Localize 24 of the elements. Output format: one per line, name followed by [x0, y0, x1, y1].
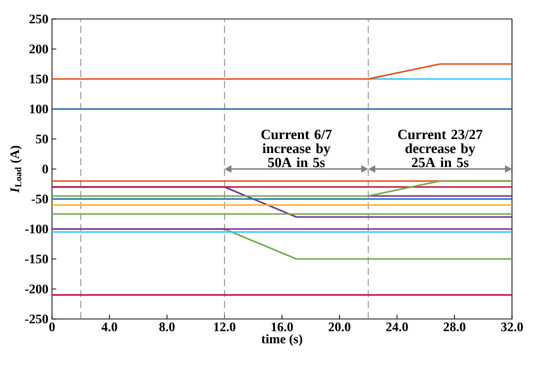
y-tick-label: 100: [30, 104, 48, 114]
x-tick-label: 8.0: [159, 322, 175, 332]
y-tick-label: -50: [32, 194, 48, 204]
y-axis-title: I$_{Load}$ (A): [10, 146, 22, 193]
x-axis-title: time (s): [261, 334, 302, 346]
y-tick-label: -150: [25, 254, 48, 264]
x-tick-label: 32.0: [501, 322, 523, 332]
y-tick-label: 50: [36, 134, 48, 144]
annotation: Current 23/27 decrease by 25A in 5s: [398, 130, 482, 168]
y-tick-label: 250: [30, 14, 48, 24]
x-tick-label: 24.0: [386, 322, 408, 332]
y-tick-label: 150: [30, 74, 48, 84]
y-tick-label: -250: [25, 314, 48, 324]
annotation: Current 6/7 increase by 50A in 5s: [261, 130, 332, 168]
x-tick-label: 12.0: [214, 322, 236, 332]
x-tick-label: 0: [49, 322, 55, 332]
y-tick-label: -200: [25, 284, 48, 294]
x-tick-label: 16.0: [272, 322, 293, 332]
y-tick-label: 200: [30, 44, 48, 54]
y-tick-label: -100: [25, 224, 48, 234]
x-tick-label: 28.0: [444, 322, 466, 332]
x-tick-label: 4.0: [102, 322, 118, 332]
x-tick-label: 20.0: [328, 322, 350, 332]
y-tick-label: 0: [42, 164, 48, 174]
